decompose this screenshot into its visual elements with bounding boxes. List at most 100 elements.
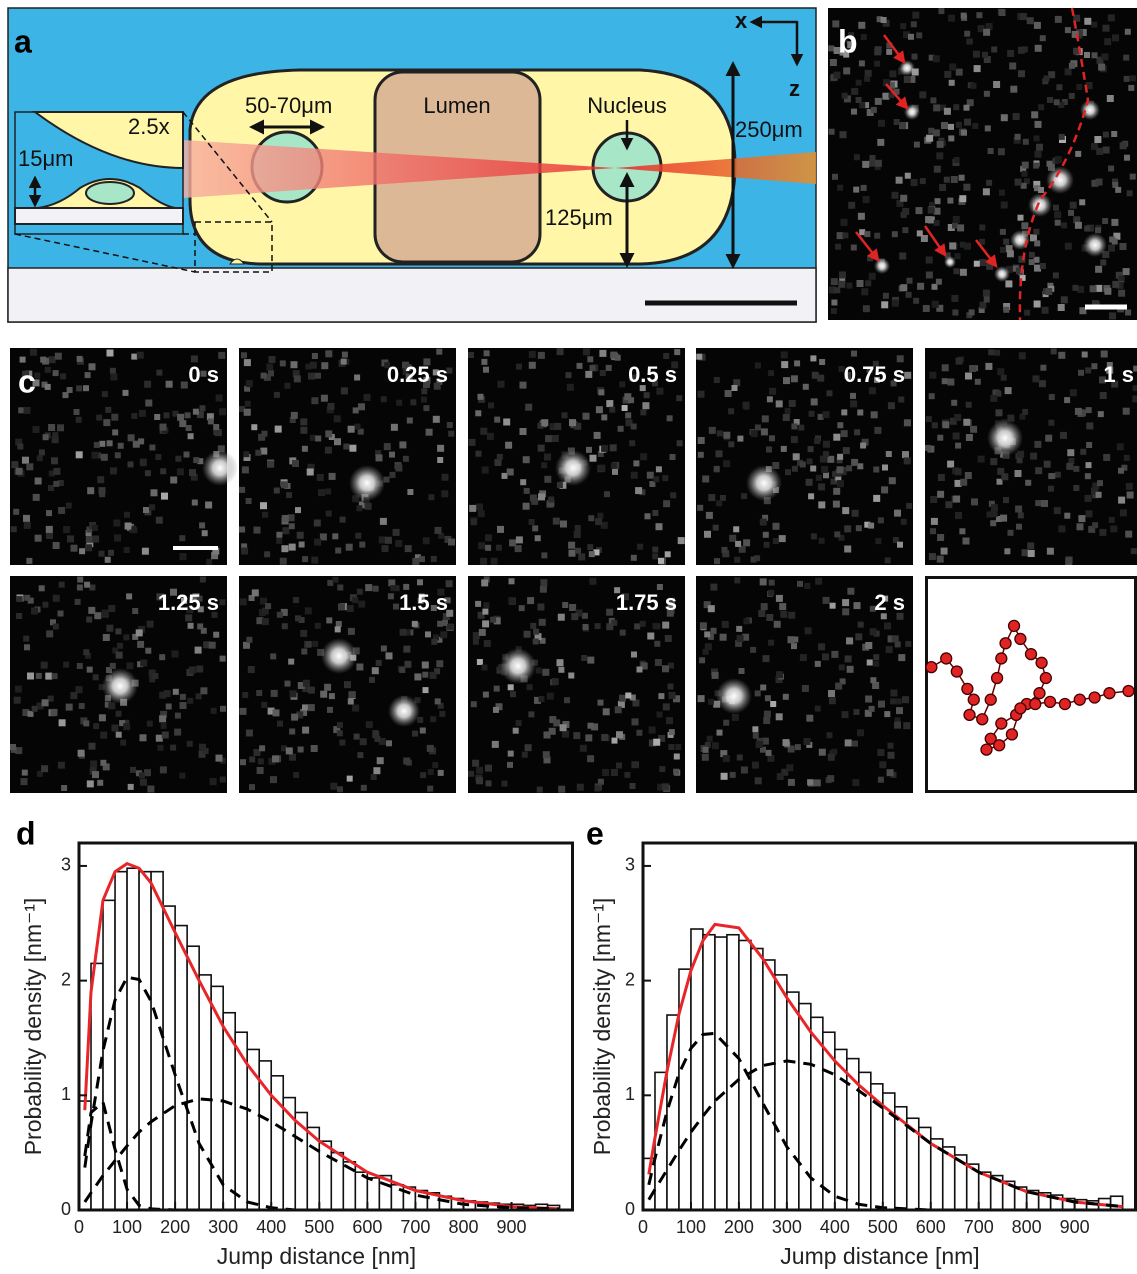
noise <box>293 772 299 778</box>
noise <box>764 711 771 718</box>
noise <box>128 461 134 467</box>
noise <box>1017 451 1024 458</box>
noise <box>348 628 355 635</box>
noise <box>20 357 26 363</box>
noise <box>930 528 936 534</box>
noise <box>289 523 295 529</box>
noise <box>631 761 638 768</box>
noise <box>568 542 575 549</box>
noise <box>616 731 623 738</box>
noise <box>983 29 990 36</box>
noise <box>490 617 496 623</box>
noise <box>116 652 123 659</box>
noise <box>1067 449 1074 456</box>
noise <box>437 445 444 452</box>
noise <box>260 502 267 509</box>
noise <box>1100 392 1107 399</box>
bar <box>331 1153 343 1210</box>
noise <box>851 88 858 95</box>
noise <box>431 556 437 562</box>
noise <box>315 373 321 379</box>
noise <box>595 623 601 629</box>
noise <box>85 544 92 551</box>
noise <box>120 740 126 746</box>
trajectory-point <box>981 744 992 755</box>
noise <box>791 423 797 429</box>
noise <box>889 477 896 484</box>
noise <box>336 621 342 627</box>
noise <box>92 452 99 459</box>
noise <box>1108 166 1114 172</box>
noise <box>31 608 38 615</box>
noise <box>1125 531 1132 538</box>
noise <box>938 8 944 14</box>
noise <box>851 351 857 357</box>
noise <box>1033 163 1039 169</box>
noise <box>1125 29 1131 35</box>
noise <box>952 310 958 316</box>
noise <box>1015 179 1022 186</box>
noise <box>36 673 42 679</box>
noise <box>354 375 360 381</box>
noise <box>831 308 837 314</box>
noise <box>723 460 730 467</box>
noise <box>974 65 981 72</box>
noise <box>963 184 970 191</box>
noise <box>979 259 986 266</box>
noise <box>139 410 146 417</box>
label: Lumen <box>423 93 490 118</box>
noise <box>803 384 809 390</box>
noise <box>384 443 391 450</box>
noise <box>1059 134 1065 140</box>
noise <box>553 518 560 525</box>
noise <box>477 659 483 665</box>
noise <box>300 427 307 434</box>
noise <box>842 93 848 99</box>
noise <box>979 225 985 231</box>
noise <box>947 198 953 204</box>
noise <box>143 507 149 513</box>
noise <box>853 187 859 193</box>
trajectory-frame <box>927 578 1136 792</box>
noise <box>723 432 730 439</box>
noise <box>220 656 226 662</box>
noise <box>569 604 576 611</box>
noise <box>769 388 776 395</box>
noise <box>149 504 155 510</box>
noise <box>1035 151 1042 158</box>
noise <box>1020 13 1027 20</box>
bar <box>751 949 763 1210</box>
noise <box>1018 512 1024 518</box>
noise <box>959 528 965 534</box>
noise <box>484 640 491 647</box>
noise <box>92 536 99 543</box>
noise <box>96 415 102 421</box>
noise <box>828 690 835 697</box>
noise <box>716 450 723 457</box>
noise <box>187 741 193 747</box>
noise <box>765 695 771 701</box>
particle <box>102 668 138 704</box>
noise <box>302 446 308 452</box>
noise <box>312 641 318 647</box>
noise <box>334 438 341 445</box>
noise <box>239 487 245 493</box>
noise <box>386 652 393 659</box>
noise <box>822 653 829 660</box>
noise <box>208 418 214 424</box>
noise <box>245 401 251 407</box>
noise <box>530 623 536 629</box>
noise <box>346 544 353 551</box>
noise <box>587 356 593 362</box>
noise <box>864 231 870 237</box>
noise <box>791 375 798 382</box>
noise <box>519 605 525 611</box>
noise <box>524 488 530 494</box>
noise <box>249 784 255 790</box>
noise <box>106 625 113 632</box>
noise <box>634 623 640 629</box>
noise <box>427 745 434 752</box>
noise <box>24 522 31 529</box>
noise <box>956 122 962 128</box>
noise <box>1007 250 1014 257</box>
